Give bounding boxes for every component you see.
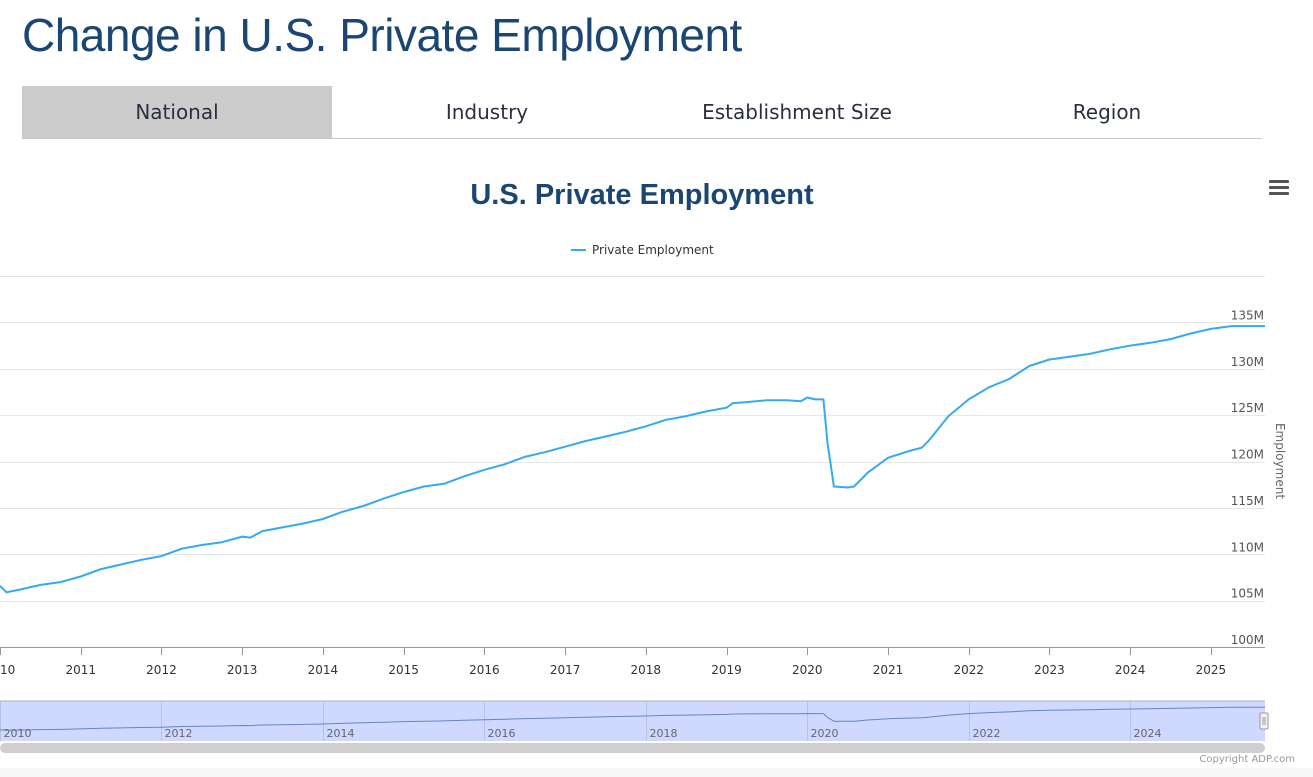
- y-tick-label: 135M: [1231, 308, 1264, 322]
- legend-label[interactable]: Private Employment: [592, 243, 714, 257]
- x-tick-label: 2025: [1196, 663, 1227, 677]
- x-tick-label: 2021: [873, 663, 904, 677]
- tab-region[interactable]: Region: [1072, 100, 1142, 124]
- navigator-tick-label: 2016: [488, 727, 516, 740]
- x-tick-label: 2023: [1034, 663, 1065, 677]
- navigator[interactable]: 2010 2012 2014 2016 2018 2020 2022 2024: [0, 700, 1269, 753]
- y-tick-label: 125M: [1231, 401, 1264, 415]
- y-tick-label: 100M: [1231, 633, 1264, 647]
- tab-national[interactable]: National: [22, 86, 332, 138]
- tab-industry[interactable]: Industry: [445, 100, 529, 124]
- series-line-private-employment[interactable]: [0, 325, 1265, 594]
- navigator-tick-label: 2014: [327, 727, 355, 740]
- chart-title: U.S. Private Employment: [470, 179, 814, 211]
- tab-establishment-size[interactable]: Establishment Size: [702, 100, 892, 124]
- navigator-tick-label: 2020: [811, 727, 839, 740]
- x-tick-label: 2013: [227, 663, 258, 677]
- page-title: Change in U.S. Private Employment: [22, 9, 742, 61]
- y-tick-label: 110M: [1231, 540, 1264, 554]
- scrollbar[interactable]: [0, 743, 1265, 753]
- navigator-gridlines: [0, 701, 1131, 741]
- x-tick-label: 2010: [0, 663, 15, 677]
- navigator-tick-label: 2010: [4, 727, 32, 740]
- x-tick-label: 2015: [388, 663, 419, 677]
- y-axis: 100M 105M 110M 115M 120M 125M 130M 135M: [1231, 308, 1264, 647]
- navigator-series-line: [0, 706, 1265, 731]
- y-axis-label: Employment: [1273, 423, 1287, 499]
- x-tick-label: 2011: [65, 663, 96, 677]
- copyright-text: Copyright ADP.com: [1199, 754, 1295, 765]
- x-tick-label: 2016: [469, 663, 500, 677]
- navigator-tick-label: 2024: [1134, 727, 1162, 740]
- x-tick-label: 2014: [308, 663, 339, 677]
- navigator-axis: 2010 2012 2014 2016 2018 2020 2022 2024: [4, 727, 1162, 740]
- x-tick-label: 2020: [792, 663, 823, 677]
- x-tick-label: 2012: [146, 663, 177, 677]
- gridlines: [0, 276, 1265, 648]
- legend[interactable]: Private Employment: [571, 243, 714, 257]
- hamburger-menu-icon[interactable]: [1269, 180, 1289, 198]
- navigator-tick-label: 2012: [165, 727, 193, 740]
- y-tick-label: 130M: [1231, 355, 1264, 369]
- x-tick-label: 2019: [711, 663, 742, 677]
- x-axis: 2010 2011 2012 2013 2014 2015 2016 2017 2018 2019…: [0, 647, 1265, 677]
- x-tick-label: 2018: [631, 663, 662, 677]
- y-tick-label: 105M: [1231, 587, 1264, 601]
- tab-bar: National Industry Establishment Size Reg…: [22, 86, 1262, 139]
- x-tick-label: 2022: [953, 663, 984, 677]
- navigator-tick-label: 2022: [973, 727, 1001, 740]
- x-tick-label: 2024: [1115, 663, 1146, 677]
- y-tick-label: 120M: [1231, 448, 1264, 462]
- y-tick-label: 115M: [1231, 494, 1264, 508]
- navigator-background[interactable]: [0, 701, 1265, 741]
- footer-strip: [0, 768, 1313, 777]
- navigator-handle-right[interactable]: [1259, 712, 1269, 730]
- navigator-tick-label: 2018: [650, 727, 678, 740]
- x-tick-label: 2017: [550, 663, 581, 677]
